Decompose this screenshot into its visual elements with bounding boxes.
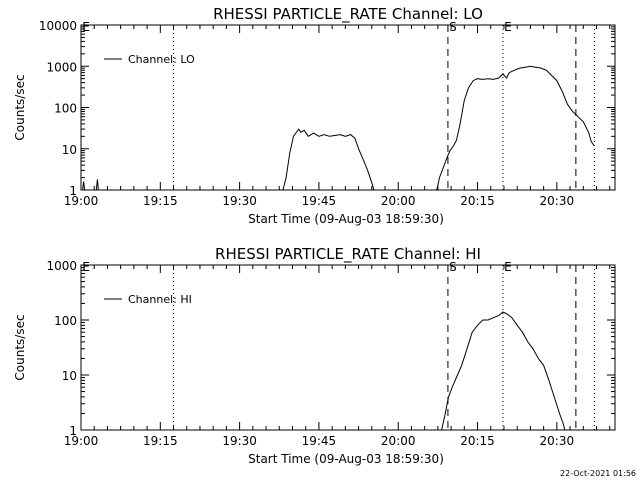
x-tick-label: 20:15 bbox=[460, 434, 495, 448]
x-tick-label: 19:00 bbox=[64, 434, 99, 448]
y-tick-label: 1 bbox=[69, 184, 77, 198]
y-tick-label: 100 bbox=[54, 314, 77, 328]
event-marker-label: S bbox=[449, 260, 457, 274]
legend-label: Channel: HI bbox=[128, 293, 192, 306]
series-line bbox=[82, 181, 87, 191]
x-axis-label: Start Time (09-Aug-03 18:59:30) bbox=[248, 452, 444, 466]
y-tick-label: 1000 bbox=[46, 259, 77, 273]
y-tick-label: 1 bbox=[69, 424, 77, 438]
series-line bbox=[436, 65, 595, 191]
x-tick-label: 19:15 bbox=[143, 194, 178, 208]
event-marker-label: E bbox=[82, 20, 90, 34]
series-line bbox=[441, 311, 566, 431]
x-tick-label: 19:30 bbox=[222, 434, 257, 448]
plot-frame bbox=[80, 24, 616, 191]
event-marker-label: E bbox=[82, 260, 90, 274]
y-tick-label: 1000 bbox=[46, 60, 77, 74]
x-tick-label: 19:15 bbox=[143, 434, 178, 448]
panel-hi: RHESSI PARTICLE_RATE Channel: HI 19:00 19:… bbox=[13, 245, 616, 466]
y-tick-label: 10 bbox=[62, 143, 77, 157]
x-tick-label: 19:45 bbox=[302, 194, 337, 208]
y-tick-label: 10 bbox=[62, 369, 77, 383]
chart-title: RHESSI PARTICLE_RATE Channel: HI bbox=[215, 245, 481, 264]
x-tick-label: 19:00 bbox=[64, 194, 99, 208]
y-axis-label: Counts/sec bbox=[13, 314, 27, 380]
x-tick-label: 20:15 bbox=[460, 194, 495, 208]
chart-title: RHESSI PARTICLE_RATE Channel: LO bbox=[213, 5, 483, 24]
event-marker-label: S bbox=[449, 20, 457, 34]
plot-frame bbox=[80, 264, 616, 431]
plot-timestamp: 22-Oct-2021 01:56 bbox=[560, 469, 636, 478]
y-tick-label: 10000 bbox=[39, 19, 77, 33]
legend-label: Channel: LO bbox=[128, 53, 195, 66]
panel-lo: RHESSI PARTICLE_RATE Channel: LO 19:00 19:… bbox=[13, 5, 616, 226]
x-tick-label: 20:30 bbox=[540, 434, 575, 448]
event-marker-label: E bbox=[504, 20, 512, 34]
x-tick-label: 20:30 bbox=[540, 194, 575, 208]
x-tick-label: 20:00 bbox=[381, 434, 416, 448]
x-axis-label: Start Time (09-Aug-03 18:59:30) bbox=[248, 212, 444, 226]
x-tick-label: 19:45 bbox=[302, 434, 337, 448]
x-tick-label: 20:00 bbox=[381, 194, 416, 208]
y-tick-label: 100 bbox=[54, 102, 77, 116]
series-line bbox=[95, 179, 99, 191]
series-line bbox=[282, 128, 375, 191]
y-axis-label: Counts/sec bbox=[13, 74, 27, 140]
event-marker-label: E bbox=[504, 260, 512, 274]
x-tick-label: 19:30 bbox=[222, 194, 257, 208]
